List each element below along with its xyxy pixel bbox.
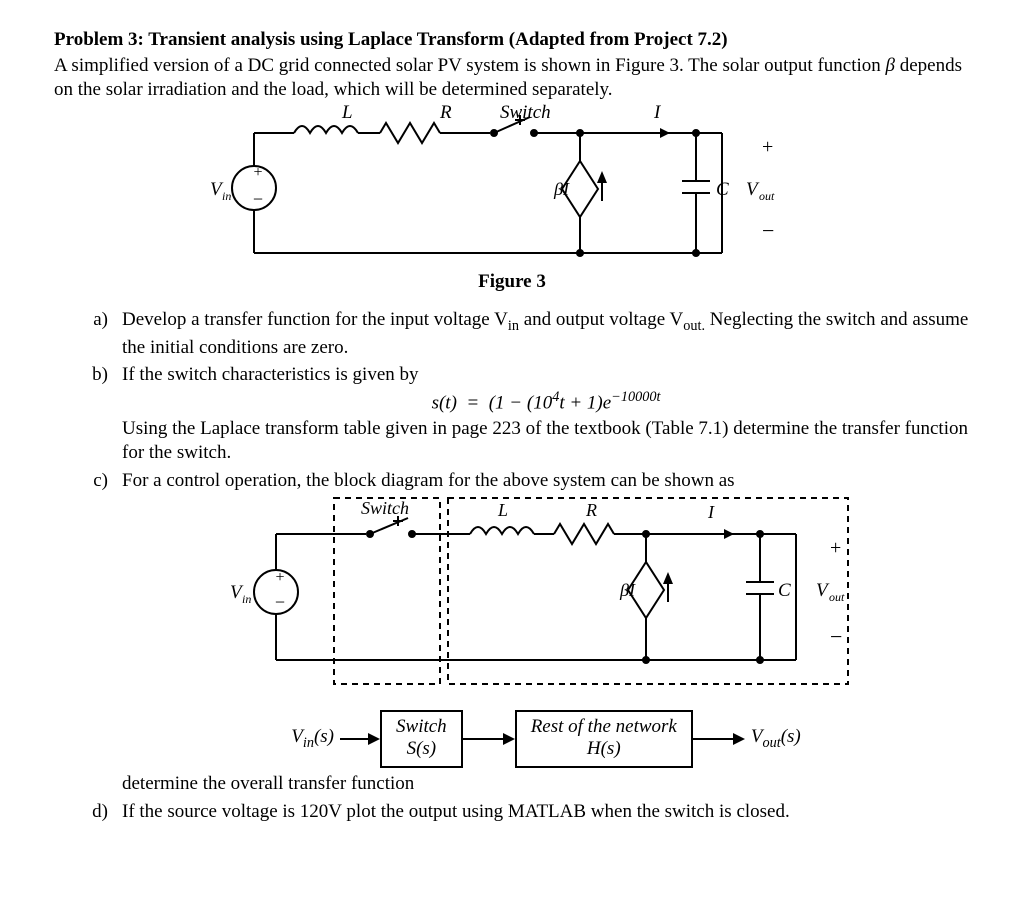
bd-vin: Vin(s): [285, 725, 340, 753]
arrow-icon-3: [733, 733, 745, 745]
svg-text:R: R: [585, 500, 597, 520]
parts-list: a) Develop a transfer function for the i…: [54, 308, 970, 824]
svg-text:−: −: [253, 189, 263, 209]
part-d-body: If the source voltage is 120V plot the o…: [122, 800, 970, 824]
part-c-line1: For a control operation, the block diagr…: [122, 469, 970, 493]
figure-3: + − V in βI: [54, 103, 970, 268]
bd-rest-box: Rest of the network H(s): [515, 710, 693, 768]
bd-switch-box: Switch S(s): [380, 710, 463, 768]
label-R: R: [440, 101, 452, 125]
figure-3-caption: Figure 3: [54, 270, 970, 294]
svg-text:−: −: [830, 624, 842, 649]
part-b: b) If the switch characteristics is give…: [54, 363, 970, 464]
svg-text:βI: βI: [553, 179, 570, 199]
part-d: d) If the source voltage is 120V plot th…: [54, 800, 970, 824]
part-c-body: For a control operation, the block diagr…: [122, 469, 970, 796]
svg-text:L: L: [497, 500, 508, 520]
svg-text:I: I: [707, 502, 715, 522]
bd-wire3: [693, 738, 733, 740]
label-I: I: [654, 101, 660, 125]
part-b-eqn: s(t) = (1 − (104t + 1)e−10000t: [122, 389, 970, 415]
block-diagram: Vin(s) Switch S(s) Rest of the network H…: [122, 710, 970, 768]
bd-wire2: [463, 738, 503, 740]
part-a: a) Develop a transfer function for the i…: [54, 308, 970, 359]
svg-text:+: +: [762, 136, 773, 158]
bd-vout-v: V: [751, 726, 763, 747]
part-a-pre: Develop a transfer function for the inpu…: [122, 309, 508, 330]
intro-text: A simplified version of a DC grid connec…: [54, 54, 970, 102]
part-b-line1: If the switch characteristics is given b…: [122, 363, 970, 387]
part-c: c) For a control operation, the block di…: [54, 469, 970, 796]
arrow-icon: [368, 733, 380, 745]
figure-c: + − V in Switch: [122, 494, 970, 694]
arrow-icon-2: [503, 733, 515, 745]
problem-title: Problem 3: Transient analysis using Lapl…: [54, 28, 970, 52]
part-b-body: If the switch characteristics is given b…: [122, 363, 970, 464]
svg-text:+: +: [275, 569, 284, 586]
part-a-mid: and output voltage V: [519, 309, 683, 330]
part-a-out: out.: [683, 318, 705, 334]
part-b-line2: Using the Laplace transform table given …: [122, 417, 970, 465]
svg-text:V: V: [816, 580, 830, 601]
bd-vout-arg: (s): [781, 726, 801, 747]
circuit-fig3: + − V in βI: [202, 103, 822, 268]
svg-text:in: in: [222, 189, 231, 203]
bd-vin-arg: (s): [314, 726, 334, 747]
svg-text:+: +: [253, 164, 262, 181]
part-c-letter: c): [54, 469, 122, 796]
bd-switch-bot: S(s): [396, 738, 447, 760]
bd-vin-sub: in: [303, 735, 314, 751]
svg-text:C: C: [716, 179, 729, 200]
part-c-determine: determine the overall transfer function: [122, 772, 970, 796]
bd-wire1: [340, 738, 368, 740]
bd-rest-top: Rest of the network: [531, 716, 677, 738]
intro-pre: A simplified version of a DC grid connec…: [54, 55, 886, 76]
svg-text:βI: βI: [619, 580, 636, 600]
bd-switch-top: Switch: [396, 716, 447, 738]
part-a-letter: a): [54, 308, 122, 359]
part-a-in: in: [508, 318, 519, 334]
bd-vout-sub: out: [762, 735, 780, 751]
svg-text:V: V: [746, 179, 760, 200]
svg-text:Switch: Switch: [361, 498, 409, 518]
svg-text:out: out: [829, 590, 845, 604]
beta-symbol: β: [886, 55, 895, 76]
svg-text:+: +: [830, 537, 841, 559]
svg-text:C: C: [778, 580, 791, 601]
svg-text:−: −: [762, 218, 774, 243]
part-d-letter: d): [54, 800, 122, 824]
label-switch: Switch: [500, 101, 551, 125]
circuit-fig-c: + − V in Switch: [216, 494, 876, 694]
part-a-body: Develop a transfer function for the inpu…: [122, 308, 970, 359]
label-L: L: [342, 101, 353, 125]
title-text: Problem 3: Transient analysis using Lapl…: [54, 29, 728, 50]
svg-text:in: in: [242, 592, 251, 606]
bd-vout: Vout(s): [745, 725, 807, 753]
svg-text:out: out: [759, 189, 775, 203]
bd-vin-v: V: [291, 726, 303, 747]
svg-text:−: −: [275, 592, 285, 612]
bd-rest-bot: H(s): [531, 738, 677, 760]
part-b-letter: b): [54, 363, 122, 464]
